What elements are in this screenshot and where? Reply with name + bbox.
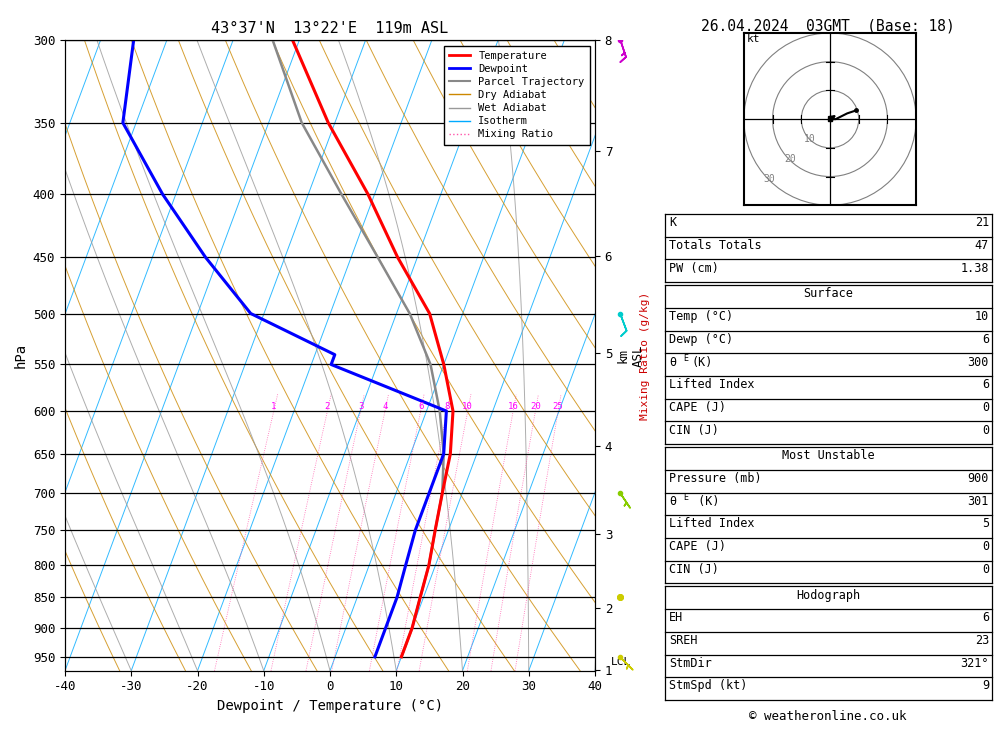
Text: θ: θ [669, 495, 676, 508]
Text: 8: 8 [444, 402, 450, 411]
Text: Lifted Index: Lifted Index [669, 517, 755, 531]
Text: EH: EH [669, 611, 683, 625]
Text: 2: 2 [325, 402, 330, 411]
Text: 300: 300 [968, 356, 989, 369]
Text: 10: 10 [462, 402, 473, 411]
Text: 23: 23 [975, 634, 989, 647]
Text: 10: 10 [975, 310, 989, 323]
Text: 0: 0 [982, 401, 989, 414]
Legend: Temperature, Dewpoint, Parcel Trajectory, Dry Adiabat, Wet Adiabat, Isotherm, Mi: Temperature, Dewpoint, Parcel Trajectory… [444, 45, 590, 144]
Text: 26.04.2024  03GMT  (Base: 18): 26.04.2024 03GMT (Base: 18) [701, 18, 954, 33]
Text: 4: 4 [382, 402, 388, 411]
Text: PW (cm): PW (cm) [669, 262, 719, 275]
X-axis label: Dewpoint / Temperature (°C): Dewpoint / Temperature (°C) [217, 699, 443, 713]
Text: Mixing Ratio (g/kg): Mixing Ratio (g/kg) [640, 292, 650, 419]
Text: 3: 3 [358, 402, 363, 411]
Text: 5: 5 [982, 517, 989, 531]
Text: CIN (J): CIN (J) [669, 424, 719, 437]
Text: 25: 25 [553, 402, 564, 411]
Text: θ: θ [669, 356, 676, 369]
Text: CIN (J): CIN (J) [669, 563, 719, 576]
Text: LCL: LCL [611, 657, 631, 667]
Text: (K): (K) [691, 356, 712, 369]
Text: 0: 0 [982, 563, 989, 576]
Text: 1: 1 [271, 402, 276, 411]
Text: 1.38: 1.38 [960, 262, 989, 275]
Text: Hodograph: Hodograph [796, 589, 861, 602]
Y-axis label: hPa: hPa [13, 343, 27, 368]
Text: 6: 6 [418, 402, 423, 411]
Text: SREH: SREH [669, 634, 698, 647]
Text: 6: 6 [982, 611, 989, 625]
Text: 21: 21 [975, 216, 989, 229]
Text: 321°: 321° [960, 657, 989, 670]
Text: 6: 6 [982, 378, 989, 391]
Title: 43°37'N  13°22'E  119m ASL: 43°37'N 13°22'E 119m ASL [211, 21, 449, 37]
Text: 30: 30 [764, 174, 776, 185]
Y-axis label: km
ASL: km ASL [616, 345, 644, 366]
Text: StmDir: StmDir [669, 657, 712, 670]
Text: 9: 9 [982, 679, 989, 693]
Text: CAPE (J): CAPE (J) [669, 540, 726, 553]
Text: Totals Totals: Totals Totals [669, 239, 762, 252]
Text: E: E [683, 354, 688, 363]
Text: 301: 301 [968, 495, 989, 508]
Text: Pressure (mb): Pressure (mb) [669, 472, 762, 485]
Text: 0: 0 [982, 540, 989, 553]
Text: CAPE (J): CAPE (J) [669, 401, 726, 414]
Text: kt: kt [747, 34, 760, 43]
Text: 47: 47 [975, 239, 989, 252]
Text: Temp (°C): Temp (°C) [669, 310, 733, 323]
Text: © weatheronline.co.uk: © weatheronline.co.uk [749, 710, 906, 723]
Text: E: E [683, 493, 688, 502]
Text: Most Unstable: Most Unstable [782, 449, 875, 463]
Text: (K): (K) [691, 495, 720, 508]
Text: 10: 10 [804, 134, 816, 144]
Text: StmSpd (kt): StmSpd (kt) [669, 679, 747, 693]
Text: 20: 20 [530, 402, 541, 411]
Text: 6: 6 [982, 333, 989, 346]
Text: Lifted Index: Lifted Index [669, 378, 755, 391]
Text: 20: 20 [784, 155, 796, 164]
Text: K: K [669, 216, 676, 229]
Text: 16: 16 [508, 402, 519, 411]
Text: Surface: Surface [804, 287, 853, 301]
Text: Dewp (°C): Dewp (°C) [669, 333, 733, 346]
Text: 0: 0 [982, 424, 989, 437]
Text: 900: 900 [968, 472, 989, 485]
